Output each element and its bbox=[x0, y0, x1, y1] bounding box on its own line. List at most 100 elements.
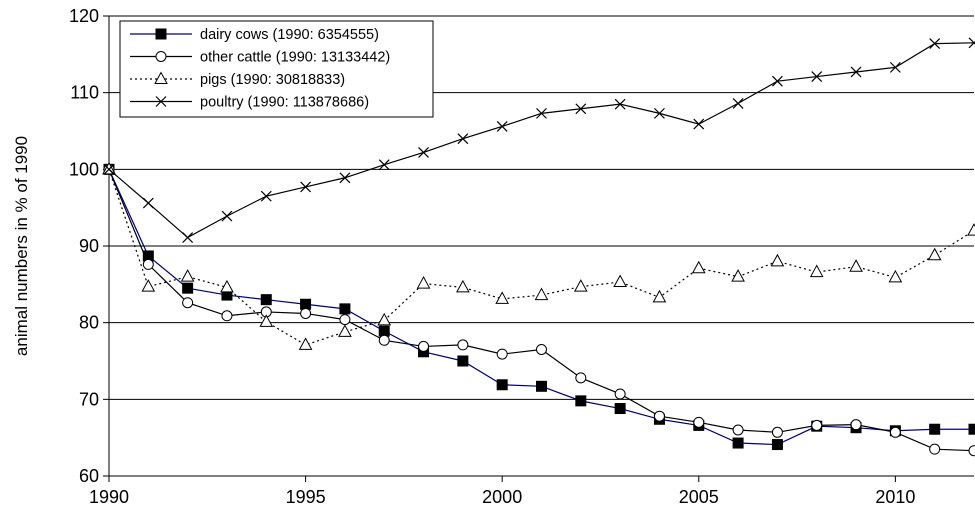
data-point bbox=[496, 379, 508, 391]
data-point bbox=[221, 210, 233, 222]
legend-label: dairy cows (1990: 6354555) bbox=[200, 27, 379, 43]
data-point bbox=[967, 223, 975, 236]
data-point bbox=[456, 279, 470, 293]
data-point bbox=[221, 310, 233, 322]
data-point bbox=[811, 71, 823, 82]
data-point bbox=[142, 197, 154, 209]
data-point bbox=[457, 355, 469, 367]
data-point bbox=[771, 426, 783, 438]
legend-entry: poultry (1990: 113878686) bbox=[130, 95, 369, 111]
data-point bbox=[614, 98, 626, 110]
axes: 60 70 80 90 100 110 120 1990 1995 2000 2005 2010 bbox=[69, 6, 974, 507]
series-line bbox=[108, 169, 975, 452]
data-point bbox=[300, 307, 312, 319]
data-point bbox=[536, 380, 547, 392]
data-point bbox=[155, 28, 167, 40]
data-point bbox=[652, 289, 667, 303]
data-point bbox=[418, 340, 430, 352]
data-point bbox=[180, 269, 195, 282]
data-point bbox=[732, 97, 744, 109]
data-point bbox=[849, 259, 863, 272]
series-3 bbox=[103, 37, 975, 243]
data-point bbox=[850, 419, 862, 431]
data-point bbox=[260, 294, 272, 306]
data-point bbox=[573, 279, 588, 292]
data-point bbox=[496, 120, 508, 132]
data-point bbox=[575, 395, 587, 407]
data-point bbox=[614, 403, 626, 415]
y-tick-label: 120 bbox=[69, 6, 99, 26]
data-point bbox=[154, 71, 168, 84]
data-point bbox=[771, 75, 783, 87]
x-tick-label: 2000 bbox=[482, 487, 522, 507]
y-tick-label: 60 bbox=[79, 466, 99, 486]
x-tick-label: 1995 bbox=[286, 487, 326, 507]
data-point bbox=[102, 161, 116, 175]
data-point bbox=[378, 159, 390, 171]
x-tick-label: 2005 bbox=[679, 487, 719, 507]
data-point bbox=[929, 423, 941, 435]
data-point bbox=[182, 282, 194, 294]
legend-entry: pigs (1990: 30818833) bbox=[130, 71, 345, 88]
legend-entry: other cattle (1990: 13133442) bbox=[130, 50, 390, 66]
series-1 bbox=[103, 163, 975, 457]
data-point bbox=[338, 324, 352, 337]
data-point bbox=[654, 107, 665, 119]
data-point bbox=[693, 118, 705, 130]
data-point bbox=[889, 61, 901, 73]
data-point bbox=[693, 416, 705, 428]
data-point bbox=[220, 279, 234, 293]
data-point bbox=[968, 445, 975, 457]
data-point bbox=[575, 372, 587, 384]
series-layer bbox=[102, 37, 975, 457]
data-point bbox=[732, 424, 744, 436]
data-point bbox=[771, 439, 783, 451]
data-point bbox=[339, 314, 351, 326]
y-tick-label: 80 bbox=[79, 313, 99, 333]
data-point bbox=[850, 66, 862, 78]
y-axis-title: animal numbers in % of 1990 bbox=[12, 136, 31, 356]
data-point bbox=[889, 426, 901, 438]
legend-label: poultry (1990: 113878686) bbox=[200, 95, 369, 111]
data-point bbox=[575, 103, 587, 115]
series-line bbox=[108, 169, 975, 346]
data-point bbox=[260, 190, 272, 202]
data-point bbox=[457, 339, 469, 351]
data-point bbox=[298, 337, 313, 350]
data-point bbox=[155, 51, 167, 62]
data-point bbox=[968, 423, 975, 435]
legend-label: other cattle (1990: 13133442) bbox=[200, 50, 390, 66]
data-point bbox=[968, 37, 975, 49]
data-point bbox=[495, 291, 510, 304]
data-point bbox=[259, 314, 274, 327]
data-point bbox=[182, 297, 194, 309]
data-point bbox=[141, 279, 156, 292]
data-point bbox=[731, 269, 745, 282]
data-point bbox=[182, 232, 194, 243]
data-point bbox=[613, 274, 627, 288]
series-2 bbox=[102, 161, 975, 350]
series-0 bbox=[103, 163, 975, 451]
data-point bbox=[103, 163, 115, 175]
data-point bbox=[927, 247, 942, 261]
data-point bbox=[888, 269, 903, 283]
y-tick-label: 110 bbox=[70, 83, 99, 103]
x-tick-label: 1990 bbox=[89, 487, 129, 507]
data-point bbox=[536, 107, 547, 119]
data-point bbox=[300, 298, 312, 310]
legend-label: pigs (1990: 30818833) bbox=[200, 72, 345, 88]
data-point bbox=[418, 147, 429, 158]
data-point bbox=[732, 437, 744, 449]
y-tick-label: 90 bbox=[79, 236, 99, 256]
data-point bbox=[339, 172, 351, 184]
data-point bbox=[614, 388, 626, 400]
data-point bbox=[416, 276, 431, 289]
data-point bbox=[300, 181, 312, 193]
data-point bbox=[653, 410, 665, 422]
data-point bbox=[339, 303, 351, 315]
data-point bbox=[496, 348, 508, 360]
y-tick-label: 70 bbox=[79, 389, 99, 409]
data-point bbox=[811, 419, 823, 431]
data-point bbox=[929, 38, 941, 50]
